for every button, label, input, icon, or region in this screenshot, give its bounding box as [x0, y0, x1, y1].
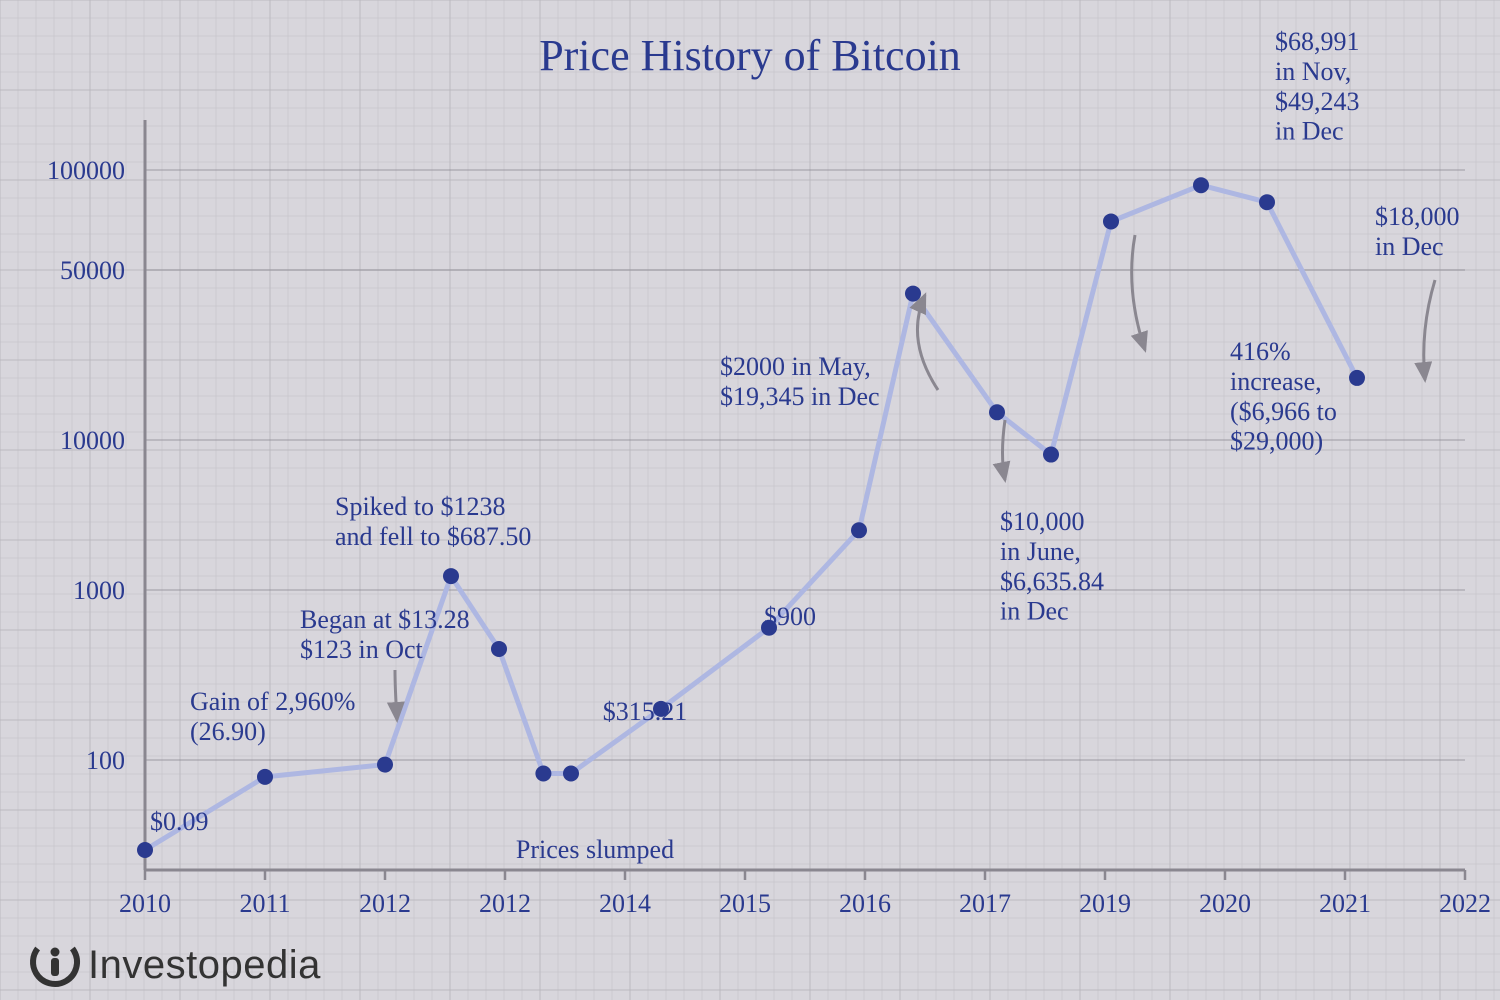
x-tick-label: 2022 — [1439, 889, 1491, 918]
data-point — [257, 769, 273, 785]
data-point — [443, 568, 459, 584]
x-tick-label: 2011 — [239, 889, 290, 918]
x-tick-label: 2020 — [1199, 889, 1251, 918]
y-tick-label: 50000 — [60, 256, 125, 285]
x-tick-label: 2012 — [359, 889, 411, 918]
data-point — [1349, 370, 1365, 386]
x-tick-label: 2021 — [1319, 889, 1371, 918]
x-tick-label: 2012 — [479, 889, 531, 918]
data-point — [563, 765, 579, 781]
annotation-label: $900 — [764, 602, 816, 631]
x-tick-label: 2019 — [1079, 889, 1131, 918]
y-tick-label: 100 — [86, 746, 125, 775]
y-tick-label: 1000 — [73, 576, 125, 605]
data-point — [535, 765, 551, 781]
x-tick-label: 2010 — [119, 889, 171, 918]
price-history-chart: 100 1000 10000 50000 100000 2010 2011 2012 2012 2… — [0, 0, 1500, 1000]
brand-name: Investopedia — [88, 943, 321, 987]
x-tick-label: 2015 — [719, 889, 771, 918]
x-tick-label: 2017 — [959, 889, 1011, 918]
annotation-label: $315.21 — [603, 697, 688, 726]
y-tick-label: 100000 — [47, 156, 125, 185]
annotation-label: $2000 in May,$19,345 in Dec — [720, 352, 880, 411]
chart-container: 100 1000 10000 50000 100000 2010 2011 2012 2012 2… — [0, 0, 1500, 1000]
chart-title: Price History of Bitcoin — [539, 31, 961, 80]
data-point — [1193, 177, 1209, 193]
data-point — [1043, 447, 1059, 463]
data-point — [905, 286, 921, 302]
data-point — [1103, 213, 1119, 229]
data-point — [377, 757, 393, 773]
data-point — [491, 641, 507, 657]
annotation-label: Spiked to $1238and fell to $687.50 — [335, 492, 531, 551]
y-tick-label: 10000 — [60, 426, 125, 455]
data-point — [137, 842, 153, 858]
data-point — [851, 522, 867, 538]
data-point — [989, 404, 1005, 420]
annotation-label: $0.09 — [150, 807, 209, 836]
annotation-label: Prices slumped — [516, 835, 674, 864]
x-tick-label: 2014 — [599, 889, 651, 918]
data-point — [1259, 194, 1275, 210]
x-tick-label: 2016 — [839, 889, 891, 918]
